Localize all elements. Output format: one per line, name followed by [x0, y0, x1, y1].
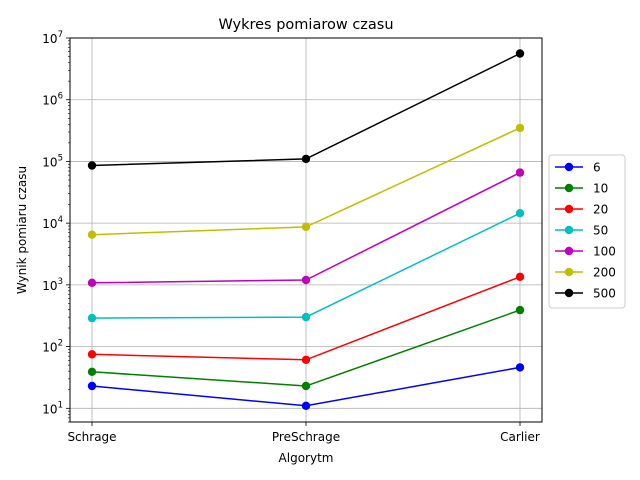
data-point-10: [515, 305, 525, 315]
x-axis-label: Algorytm: [279, 451, 334, 465]
data-point-50: [515, 209, 525, 218]
x-tick-label: Schrage: [67, 430, 116, 444]
y-tick-label: 106: [42, 92, 63, 108]
legend-label-500: 500: [593, 287, 616, 301]
data-point-50: [301, 312, 311, 322]
legend-label-200: 200: [593, 266, 616, 280]
data-point-500: [301, 154, 311, 164]
legend-marker-10: [564, 183, 574, 193]
y-axis-label: Wynik pomiaru czasu: [15, 166, 29, 294]
legend-marker-500: [564, 288, 574, 298]
legend-label-100: 100: [593, 245, 616, 259]
data-point-200: [87, 230, 97, 239]
x-tick-label: PreSchrage: [272, 430, 340, 444]
data-point-6: [87, 381, 97, 391]
legend-label-50: 50: [593, 224, 608, 238]
data-point-200: [301, 222, 311, 232]
x-axis-ticks: Schrage PreSchrage Carlier: [67, 422, 540, 444]
data-point-100: [301, 275, 311, 285]
legend-marker-6: [564, 162, 574, 172]
data-point-10: [301, 381, 311, 391]
data-point-200: [515, 123, 525, 133]
legend-marker-20: [564, 204, 574, 214]
y-tick-label: 102: [42, 339, 63, 355]
legend-marker-200: [564, 267, 574, 277]
data-point-20: [87, 350, 97, 359]
data-point-100: [87, 278, 97, 287]
legend-box: [548, 154, 626, 309]
y-tick-label: 101: [42, 400, 63, 416]
legend-label-6: 6: [593, 161, 601, 175]
data-point-100: [515, 168, 525, 177]
data-point-10: [87, 367, 97, 376]
legend: 6 10 20 50 100 200 500: [548, 154, 626, 309]
legend-label-10: 10: [593, 182, 608, 196]
series-group: [87, 49, 525, 410]
chart-title: Wykres pomiarow czasu: [218, 17, 393, 33]
data-point-500: [87, 161, 97, 170]
data-point-6: [515, 363, 525, 372]
y-axis-ticks: 101 102 103 104 105 106 107: [42, 30, 70, 423]
y-tick-label: 105: [42, 153, 63, 169]
legend-marker-100: [564, 246, 574, 256]
data-point-20: [515, 272, 525, 281]
data-point-20: [301, 355, 311, 364]
legend-label-20: 20: [593, 203, 608, 217]
x-tick-label: Carlier: [500, 430, 540, 444]
data-point-6: [301, 401, 311, 410]
legend-marker-50: [564, 225, 574, 235]
y-tick-label: 104: [42, 215, 63, 231]
y-tick-label: 103: [42, 277, 63, 293]
y-tick-label: 107: [42, 30, 63, 46]
data-point-50: [87, 313, 97, 323]
data-point-500: [515, 49, 525, 58]
